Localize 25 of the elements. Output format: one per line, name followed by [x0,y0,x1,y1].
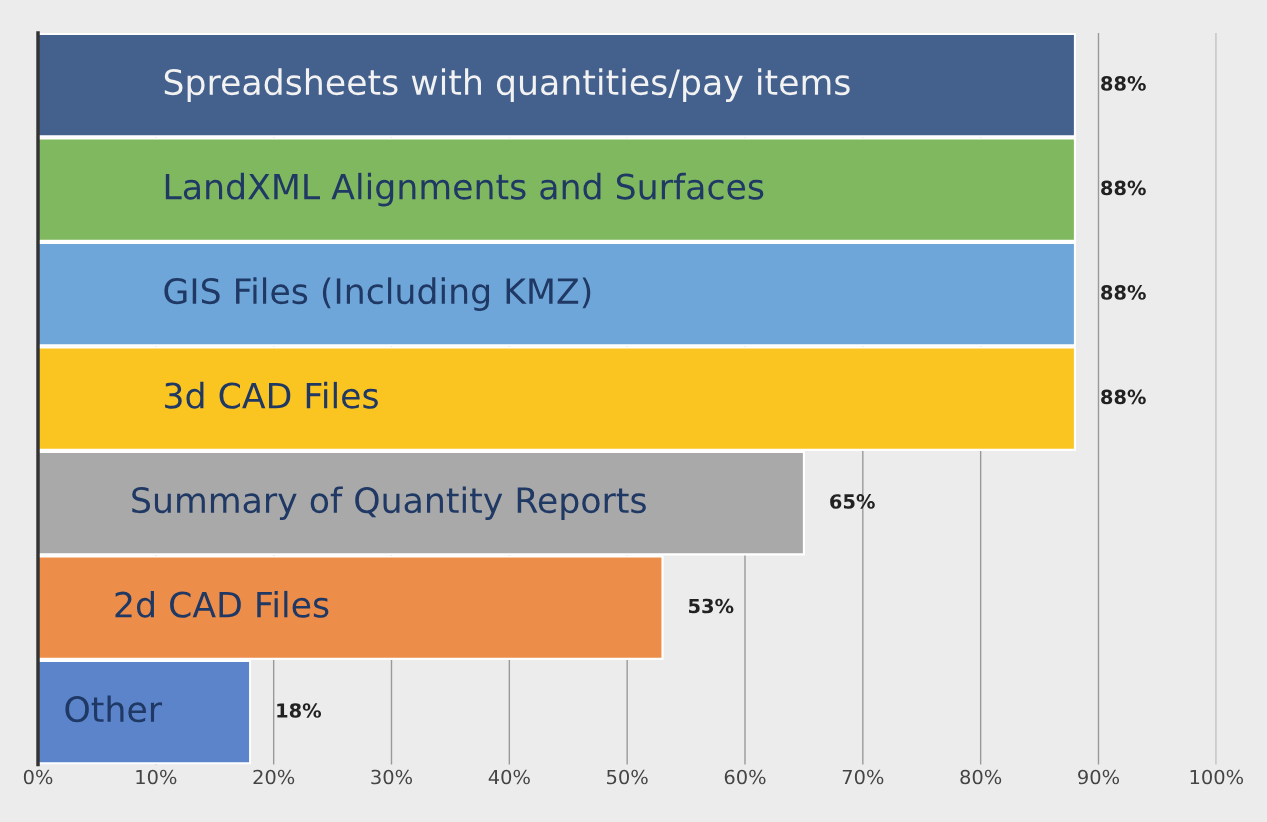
x-tick-label: 20% [253,769,295,785]
x-tick-label: 100% [1190,769,1244,785]
data-label: 88% [1101,285,1146,300]
x-tick-label: 80% [960,769,1002,785]
x-tick-label: 30% [371,769,413,785]
y-tick-label: Spreadsheets with quantities/pay items [164,68,850,102]
x-tick-label: 50% [607,769,648,785]
y-tick-label: 2d CAD Files [115,590,329,618]
y-tick-label: Other [65,695,163,723]
y-tick-label: GIS Files (Including KMZ) [164,277,591,311]
data-label: 88% [1101,180,1146,196]
data-label: 88% [1101,76,1146,91]
data-label: 65% [830,494,875,509]
data-label: 18% [277,703,322,718]
x-tick-label: 40% [488,769,530,785]
x-tick-label: 60% [724,769,766,785]
y-tick-label: 3d CAD Files [165,381,378,409]
x-tick-label: 90% [1078,769,1120,785]
data-label: 88% [1101,389,1146,405]
y-tick-label: LandXML Alignments and Surfaces [165,172,764,207]
x-tick-label: 10% [136,769,177,785]
x-tick-label: 0% [23,769,53,785]
x-tick-label: 70% [842,769,884,785]
data-label: 53% [689,598,734,614]
y-tick-label: Summary of Quantity Reports [132,486,646,520]
